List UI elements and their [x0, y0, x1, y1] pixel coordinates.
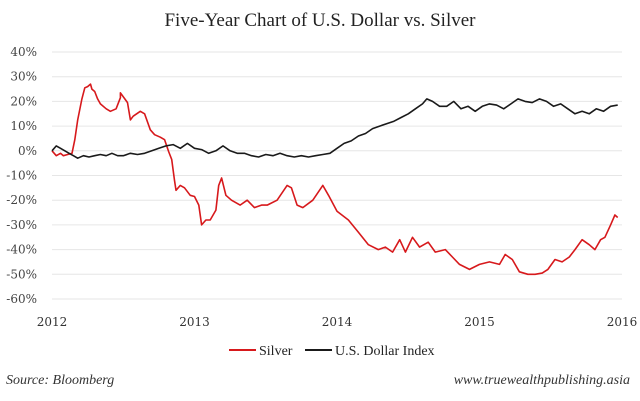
- x-tick-label: 2013: [179, 315, 210, 329]
- x-tick-label: 2015: [464, 315, 495, 329]
- legend-label-us-dollar-index: U.S. Dollar Index: [335, 344, 435, 359]
- legend: Silver U.S. Dollar Index: [229, 344, 435, 359]
- legend-label-silver: Silver: [259, 344, 293, 359]
- x-axis-ticks: 2012 2013 2014 2015 2016: [37, 315, 638, 329]
- y-tick-label: -20%: [6, 193, 37, 207]
- y-axis-ticks: 40% 30% 20% 10% 0% -10% -20% -30% -40% -50% -60%: [6, 45, 37, 306]
- gridlines: [52, 51, 622, 300]
- y-tick-label: -40%: [6, 243, 37, 257]
- series-line-silver: [51, 83, 619, 276]
- website-link[interactable]: www.truewealthpublishing.asia: [453, 373, 630, 388]
- y-tick-label: 30%: [10, 70, 37, 84]
- x-tick-label: 2016: [607, 315, 638, 329]
- y-tick-label: 0%: [18, 144, 37, 158]
- y-tick-label: -10%: [6, 169, 37, 183]
- y-tick-label: -50%: [6, 267, 37, 281]
- chart-title: Five-Year Chart of U.S. Dollar vs. Silve…: [164, 10, 476, 31]
- y-tick-label: 20%: [10, 94, 37, 108]
- series-line-u-s-dollar-index: [51, 98, 618, 159]
- y-tick-label: 40%: [10, 45, 37, 59]
- y-tick-label: 10%: [10, 119, 37, 133]
- series-lines: [51, 83, 619, 276]
- x-tick-label: 2014: [322, 315, 353, 329]
- y-tick-label: -30%: [6, 218, 37, 232]
- y-tick-label: -60%: [6, 292, 37, 306]
- source-note: Source: Bloomberg: [6, 373, 115, 388]
- x-tick-label: 2012: [37, 315, 68, 329]
